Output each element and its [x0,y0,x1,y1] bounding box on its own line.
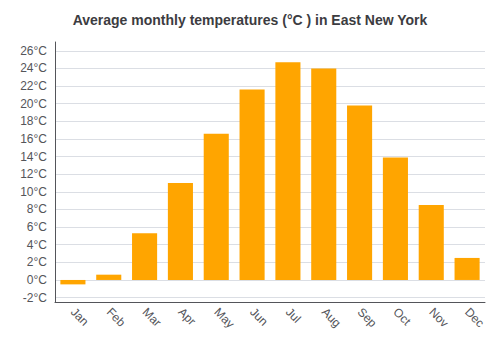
svg-text:-2°C: -2°C [23,291,47,305]
svg-text:Jun: Jun [247,305,271,329]
svg-text:Average monthly temperatures (: Average monthly temperatures (°C ) in Ea… [73,12,428,28]
svg-text:Jul: Jul [283,305,304,326]
svg-text:14°C: 14°C [20,150,47,164]
svg-text:0°C: 0°C [27,273,47,287]
svg-text:Dec: Dec [462,305,487,330]
svg-text:Sep: Sep [355,305,380,330]
svg-text:Nov: Nov [426,305,451,330]
svg-text:Oct: Oct [390,305,414,329]
svg-text:24°C: 24°C [20,61,47,75]
svg-text:8°C: 8°C [27,202,47,216]
svg-text:26°C: 26°C [20,44,47,58]
svg-text:Aug: Aug [319,305,344,330]
svg-text:10°C: 10°C [20,185,47,199]
svg-text:4°C: 4°C [27,238,47,252]
svg-text:2°C: 2°C [27,255,47,269]
svg-text:Feb: Feb [104,305,129,330]
svg-text:6°C: 6°C [27,220,47,234]
svg-text:Apr: Apr [175,305,198,328]
svg-text:20°C: 20°C [20,97,47,111]
svg-text:18°C: 18°C [20,114,47,128]
svg-text:12°C: 12°C [20,167,47,181]
svg-text:22°C: 22°C [20,79,47,93]
svg-text:Mar: Mar [140,305,165,329]
svg-text:May: May [211,305,237,331]
svg-text:Jan: Jan [68,305,92,329]
svg-text:16°C: 16°C [20,132,47,146]
